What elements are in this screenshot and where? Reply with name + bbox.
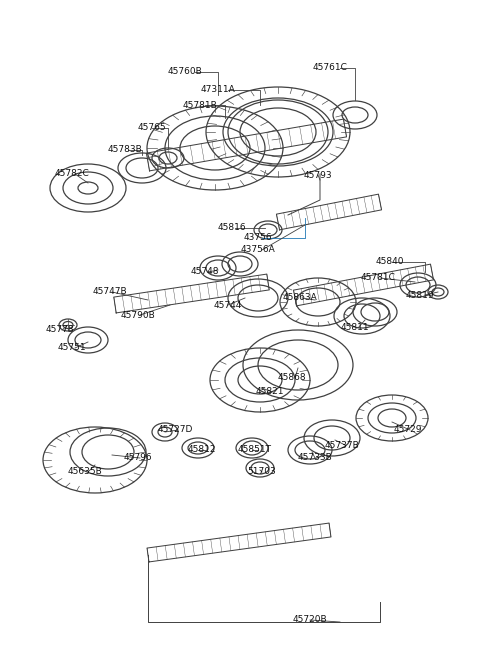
Text: 45781C: 45781C — [360, 274, 396, 283]
Text: 45720B: 45720B — [293, 615, 327, 625]
Text: 45744: 45744 — [214, 300, 242, 310]
Text: 45783B: 45783B — [108, 146, 143, 155]
Text: 45851T: 45851T — [238, 445, 272, 455]
Text: 45727D: 45727D — [157, 426, 192, 434]
Text: 45751: 45751 — [58, 344, 86, 352]
Text: 45840: 45840 — [376, 258, 404, 266]
Text: 45760B: 45760B — [168, 68, 203, 77]
Text: 45812: 45812 — [188, 445, 216, 455]
Text: 45737B: 45737B — [324, 440, 360, 449]
Text: 45790B: 45790B — [120, 310, 156, 319]
Text: 45816: 45816 — [218, 224, 246, 232]
Text: 45729: 45729 — [394, 426, 422, 434]
Text: 51703: 51703 — [248, 468, 276, 476]
Text: 45748: 45748 — [191, 268, 219, 276]
Text: 45819: 45819 — [406, 291, 434, 300]
Text: 45821: 45821 — [256, 388, 284, 396]
Text: 45796: 45796 — [124, 453, 152, 462]
Text: 45863A: 45863A — [283, 293, 317, 302]
Text: 45782C: 45782C — [55, 169, 89, 178]
Text: 45778: 45778 — [46, 325, 74, 335]
Text: 45733B: 45733B — [298, 453, 332, 462]
Text: 43756: 43756 — [244, 234, 272, 243]
Text: 45765: 45765 — [138, 123, 166, 133]
Text: 45793: 45793 — [304, 171, 332, 180]
Text: 45781B: 45781B — [182, 100, 217, 110]
Text: 43756A: 43756A — [240, 245, 276, 255]
Text: 45747B: 45747B — [93, 287, 127, 297]
Text: 45761C: 45761C — [312, 64, 348, 73]
Text: 45635B: 45635B — [68, 468, 102, 476]
Text: 47311A: 47311A — [201, 85, 235, 94]
Text: 45811: 45811 — [341, 323, 369, 333]
Text: 45868: 45868 — [278, 373, 306, 382]
